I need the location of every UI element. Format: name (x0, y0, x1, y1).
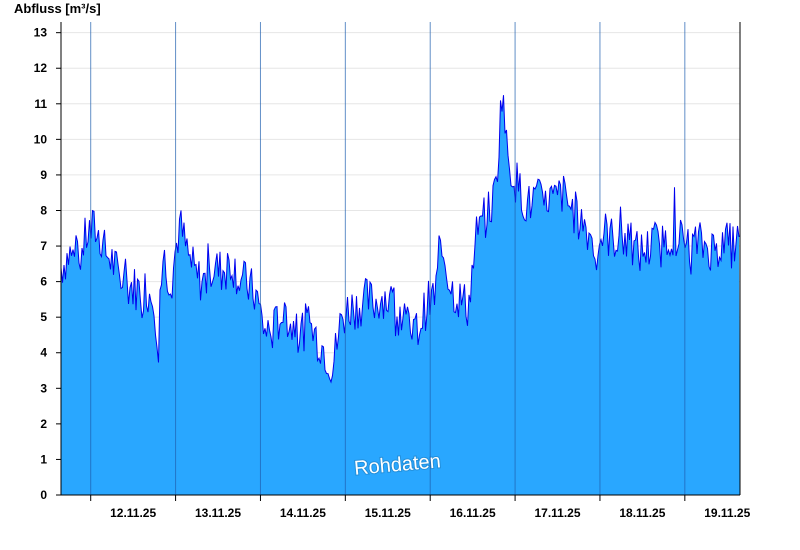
y-tick-label: 11 (34, 97, 47, 111)
discharge-line (60, 95, 740, 384)
y-tick-label: 12 (34, 61, 48, 75)
x-tick-label: 14.11.25 (280, 506, 326, 520)
y-tick-label: 10 (34, 132, 48, 146)
x-tick-label: 13.11.25 (195, 506, 241, 520)
y-tick-label: 2 (40, 417, 47, 431)
x-tick-label: 16.11.25 (450, 506, 496, 520)
y-tick-label: 5 (40, 310, 47, 324)
x-tick-labels: 12.11.25 13.11.25 14.11.25 15.11.25 16.11.25… (110, 506, 750, 520)
x-tick-label: 17.11.25 (534, 506, 580, 520)
discharge-area (61, 95, 740, 495)
x-tick-label: 19.11.25 (704, 506, 750, 520)
x-tick-label: 12.11.25 (110, 506, 156, 520)
axes-layer (56, 22, 741, 501)
watermark-label: Rohdaten (353, 450, 441, 479)
y-tick-label: 0 (40, 488, 47, 502)
y-tick-label: 7 (40, 239, 47, 253)
x-tick-label: 18.11.25 (619, 506, 665, 520)
y-tick-label: 1 (40, 452, 47, 466)
y-tick-label: 3 (40, 381, 47, 395)
y-tick-label: 9 (40, 168, 47, 182)
x-tick-label: 15.11.25 (365, 506, 411, 520)
area-layer (60, 95, 740, 495)
y-tick-label: 6 (40, 275, 47, 289)
y-tick-label: 8 (40, 203, 47, 217)
y-tick-label: 13 (34, 26, 48, 40)
day-separator-lines (90, 22, 686, 495)
y-tick-label: 4 (40, 346, 47, 360)
y-axis-title: Abfluss [m³/s] (14, 1, 101, 16)
